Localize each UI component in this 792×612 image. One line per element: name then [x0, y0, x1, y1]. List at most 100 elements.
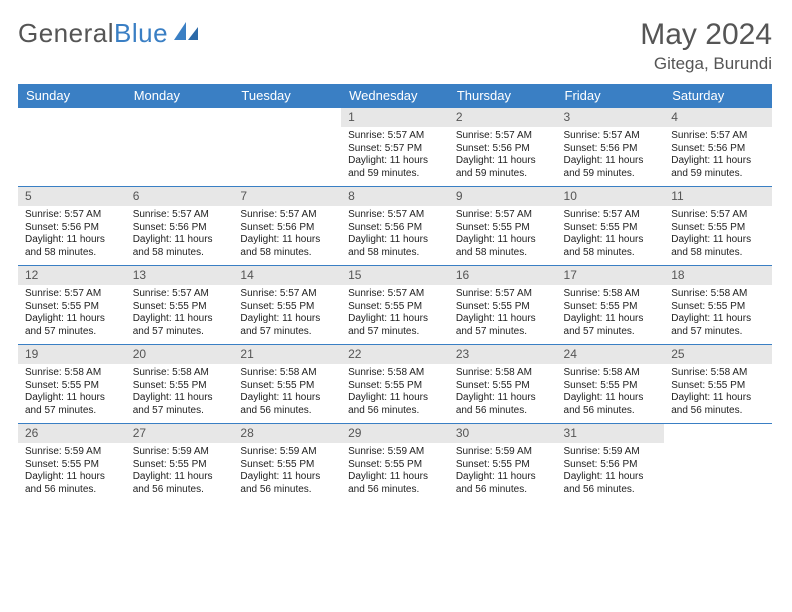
- day-number: 18: [664, 266, 772, 285]
- sunset-line: Sunset: 5:55 PM: [348, 301, 442, 314]
- sunset-line: Sunset: 5:55 PM: [133, 459, 227, 472]
- sunrise-line: Sunrise: 5:57 AM: [240, 288, 334, 301]
- daylight-line: Daylight: 11 hours and 56 minutes.: [564, 471, 658, 496]
- sunset-line: Sunset: 5:56 PM: [564, 459, 658, 472]
- sunrise-line: Sunrise: 5:59 AM: [240, 446, 334, 459]
- day-number: 22: [341, 345, 449, 364]
- day-details: Sunrise: 5:58 AMSunset: 5:55 PMDaylight:…: [664, 364, 772, 423]
- sunrise-line: Sunrise: 5:58 AM: [456, 367, 550, 380]
- calendar-cell: 26Sunrise: 5:59 AMSunset: 5:55 PMDayligh…: [18, 424, 126, 503]
- day-details: Sunrise: 5:57 AMSunset: 5:56 PMDaylight:…: [557, 127, 665, 186]
- title-block: May 2024 Gitega, Burundi: [640, 18, 772, 74]
- day-details: Sunrise: 5:58 AMSunset: 5:55 PMDaylight:…: [557, 364, 665, 423]
- calendar-cell: [664, 424, 772, 503]
- sunset-line: Sunset: 5:55 PM: [240, 301, 334, 314]
- sunrise-line: Sunrise: 5:57 AM: [671, 130, 765, 143]
- calendar-cell: [233, 108, 341, 187]
- day-details: Sunrise: 5:57 AMSunset: 5:56 PMDaylight:…: [233, 206, 341, 265]
- calendar-cell: 12Sunrise: 5:57 AMSunset: 5:55 PMDayligh…: [18, 266, 126, 345]
- calendar-cell: 31Sunrise: 5:59 AMSunset: 5:56 PMDayligh…: [557, 424, 665, 503]
- day-number: 7: [233, 187, 341, 206]
- daylight-line: Daylight: 11 hours and 57 minutes.: [240, 313, 334, 338]
- sunset-line: Sunset: 5:55 PM: [25, 301, 119, 314]
- day-details: Sunrise: 5:59 AMSunset: 5:55 PMDaylight:…: [233, 443, 341, 502]
- sunrise-line: Sunrise: 5:57 AM: [348, 288, 442, 301]
- daylight-line: Daylight: 11 hours and 58 minutes.: [240, 234, 334, 259]
- sunrise-line: Sunrise: 5:57 AM: [133, 209, 227, 222]
- daylight-line: Daylight: 11 hours and 56 minutes.: [25, 471, 119, 496]
- sunset-line: Sunset: 5:55 PM: [456, 380, 550, 393]
- location-subtitle: Gitega, Burundi: [640, 54, 772, 74]
- daylight-line: Daylight: 11 hours and 57 minutes.: [564, 313, 658, 338]
- header: GeneralBlue May 2024 Gitega, Burundi: [18, 18, 772, 74]
- day-details: Sunrise: 5:57 AMSunset: 5:55 PMDaylight:…: [557, 206, 665, 265]
- day-details: Sunrise: 5:58 AMSunset: 5:55 PMDaylight:…: [18, 364, 126, 423]
- day-number: 27: [126, 424, 234, 443]
- day-number: 5: [18, 187, 126, 206]
- day-number: 25: [664, 345, 772, 364]
- sunrise-line: Sunrise: 5:59 AM: [348, 446, 442, 459]
- day-number: 16: [449, 266, 557, 285]
- sunset-line: Sunset: 5:55 PM: [456, 222, 550, 235]
- sunrise-line: Sunrise: 5:58 AM: [133, 367, 227, 380]
- weekday-header: Friday: [557, 84, 665, 108]
- sunset-line: Sunset: 5:55 PM: [564, 301, 658, 314]
- day-details: Sunrise: 5:57 AMSunset: 5:55 PMDaylight:…: [664, 206, 772, 265]
- calendar-cell: 30Sunrise: 5:59 AMSunset: 5:55 PMDayligh…: [449, 424, 557, 503]
- sunrise-line: Sunrise: 5:58 AM: [348, 367, 442, 380]
- day-number: 29: [341, 424, 449, 443]
- daylight-line: Daylight: 11 hours and 59 minutes.: [348, 155, 442, 180]
- sunset-line: Sunset: 5:55 PM: [133, 301, 227, 314]
- sunset-line: Sunset: 5:57 PM: [348, 143, 442, 156]
- daylight-line: Daylight: 11 hours and 59 minutes.: [671, 155, 765, 180]
- sunset-line: Sunset: 5:55 PM: [240, 459, 334, 472]
- day-details: Sunrise: 5:57 AMSunset: 5:56 PMDaylight:…: [664, 127, 772, 186]
- brand-logo: GeneralBlue: [18, 18, 200, 49]
- calendar-cell: 18Sunrise: 5:58 AMSunset: 5:55 PMDayligh…: [664, 266, 772, 345]
- day-details: [126, 127, 234, 149]
- day-number: 4: [664, 108, 772, 127]
- sunrise-line: Sunrise: 5:57 AM: [456, 209, 550, 222]
- daylight-line: Daylight: 11 hours and 58 minutes.: [348, 234, 442, 259]
- daylight-line: Daylight: 11 hours and 56 minutes.: [133, 471, 227, 496]
- day-details: Sunrise: 5:58 AMSunset: 5:55 PMDaylight:…: [126, 364, 234, 423]
- daylight-line: Daylight: 11 hours and 57 minutes.: [456, 313, 550, 338]
- day-details: Sunrise: 5:57 AMSunset: 5:56 PMDaylight:…: [449, 127, 557, 186]
- day-details: Sunrise: 5:58 AMSunset: 5:55 PMDaylight:…: [341, 364, 449, 423]
- month-title: May 2024: [640, 18, 772, 52]
- calendar-cell: 28Sunrise: 5:59 AMSunset: 5:55 PMDayligh…: [233, 424, 341, 503]
- calendar-cell: 17Sunrise: 5:58 AMSunset: 5:55 PMDayligh…: [557, 266, 665, 345]
- day-details: Sunrise: 5:57 AMSunset: 5:55 PMDaylight:…: [449, 285, 557, 344]
- calendar-row: 12Sunrise: 5:57 AMSunset: 5:55 PMDayligh…: [18, 266, 772, 345]
- sunrise-line: Sunrise: 5:57 AM: [564, 130, 658, 143]
- day-details: Sunrise: 5:57 AMSunset: 5:55 PMDaylight:…: [18, 285, 126, 344]
- sunrise-line: Sunrise: 5:57 AM: [348, 209, 442, 222]
- daylight-line: Daylight: 11 hours and 57 minutes.: [25, 313, 119, 338]
- daylight-line: Daylight: 11 hours and 57 minutes.: [25, 392, 119, 417]
- day-number: 19: [18, 345, 126, 364]
- day-details: Sunrise: 5:57 AMSunset: 5:55 PMDaylight:…: [341, 285, 449, 344]
- day-number: 6: [126, 187, 234, 206]
- calendar-cell: 2Sunrise: 5:57 AMSunset: 5:56 PMDaylight…: [449, 108, 557, 187]
- day-number: 13: [126, 266, 234, 285]
- day-number: 20: [126, 345, 234, 364]
- calendar-cell: 9Sunrise: 5:57 AMSunset: 5:55 PMDaylight…: [449, 187, 557, 266]
- calendar-cell: 7Sunrise: 5:57 AMSunset: 5:56 PMDaylight…: [233, 187, 341, 266]
- sunset-line: Sunset: 5:55 PM: [564, 380, 658, 393]
- sunset-line: Sunset: 5:55 PM: [671, 222, 765, 235]
- day-number: 24: [557, 345, 665, 364]
- sunset-line: Sunset: 5:55 PM: [348, 459, 442, 472]
- calendar-cell: 15Sunrise: 5:57 AMSunset: 5:55 PMDayligh…: [341, 266, 449, 345]
- daylight-line: Daylight: 11 hours and 56 minutes.: [456, 392, 550, 417]
- day-number: [18, 108, 126, 127]
- day-number: 9: [449, 187, 557, 206]
- weekday-header: Monday: [126, 84, 234, 108]
- sunset-line: Sunset: 5:56 PM: [25, 222, 119, 235]
- day-number: 23: [449, 345, 557, 364]
- weekday-header-row: Sunday Monday Tuesday Wednesday Thursday…: [18, 84, 772, 108]
- calendar-cell: 24Sunrise: 5:58 AMSunset: 5:55 PMDayligh…: [557, 345, 665, 424]
- daylight-line: Daylight: 11 hours and 59 minutes.: [564, 155, 658, 180]
- weekday-header: Sunday: [18, 84, 126, 108]
- calendar-row: 26Sunrise: 5:59 AMSunset: 5:55 PMDayligh…: [18, 424, 772, 503]
- sunrise-line: Sunrise: 5:59 AM: [133, 446, 227, 459]
